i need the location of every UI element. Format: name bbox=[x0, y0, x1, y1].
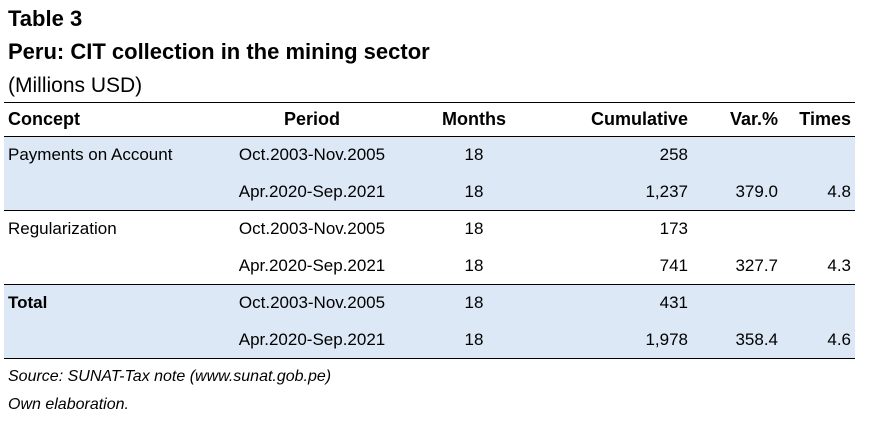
header-concept: Concept bbox=[4, 102, 220, 137]
cell-var: 327.7 bbox=[735, 255, 778, 275]
cell-times: 4.3 bbox=[827, 255, 851, 275]
cell-period: Oct.2003-Nov.2005 bbox=[220, 210, 404, 248]
cell-concept: Regularization bbox=[4, 210, 220, 248]
cell-cumulative: 173 bbox=[544, 210, 692, 248]
header-times: Times bbox=[782, 102, 855, 137]
cell-cumulative: 1,237 bbox=[544, 173, 692, 211]
table-number: Table 3 bbox=[8, 6, 83, 31]
own-elaboration-note: Own elaboration. bbox=[8, 396, 129, 413]
cell-period: Apr.2020-Sep.2021 bbox=[238, 255, 386, 275]
cell-concept bbox=[4, 248, 220, 285]
source-note: Source: SUNAT-Tax note (www.sunat.gob.pe… bbox=[8, 368, 332, 385]
table-row: Apr.2020-Sep.2021 18 1,978 358.4 4.6 bbox=[4, 321, 855, 359]
cell-months: 18 bbox=[404, 136, 544, 174]
cell-var: 379.0 bbox=[692, 173, 782, 211]
cell-times bbox=[782, 136, 855, 174]
cell-cumulative: 1,978 bbox=[544, 321, 692, 359]
table-row: Regularization Oct.2003-Nov.2005 18 173 bbox=[4, 210, 855, 248]
cit-table: Concept Period Months Cumulative Var.% T… bbox=[4, 102, 855, 359]
cell-months: 18 bbox=[404, 173, 544, 211]
cell-months: 18 bbox=[404, 284, 544, 322]
cell-times bbox=[782, 284, 855, 322]
cell-cumulative: 741 bbox=[659, 255, 688, 275]
cell-concept: Payments on Account bbox=[4, 136, 220, 174]
cell-period: Oct.2003-Nov.2005 bbox=[220, 284, 404, 322]
table-title: Peru: CIT collection in the mining secto… bbox=[8, 39, 430, 64]
table-row: Total Oct.2003-Nov.2005 18 431 bbox=[4, 284, 855, 322]
table-row: Apr.2020-Sep.2021 18 1,237 379.0 4.8 bbox=[4, 173, 855, 211]
cell-months: 18 bbox=[464, 255, 484, 275]
cell-period: Apr.2020-Sep.2021 bbox=[220, 321, 404, 359]
cell-cumulative: 431 bbox=[544, 284, 692, 322]
cell-var bbox=[692, 284, 782, 322]
cell-concept bbox=[4, 173, 220, 211]
cell-times: 4.8 bbox=[782, 173, 855, 211]
cell-cumulative: 258 bbox=[544, 136, 692, 174]
header-row: Concept Period Months Cumulative Var.% T… bbox=[4, 102, 855, 137]
cell-var: 358.4 bbox=[692, 321, 782, 359]
header-var: Var.% bbox=[692, 102, 782, 137]
table-row: Payments on Account Oct.2003-Nov.2005 18… bbox=[4, 136, 855, 174]
cell-times bbox=[782, 210, 855, 248]
cell-months: 18 bbox=[404, 321, 544, 359]
cell-var bbox=[692, 136, 782, 174]
cell-period: Apr.2020-Sep.2021 bbox=[220, 173, 404, 211]
header-months: Months bbox=[404, 102, 544, 137]
header-period: Period bbox=[220, 102, 404, 137]
cell-period: Oct.2003-Nov.2005 bbox=[220, 136, 404, 174]
cell-var bbox=[692, 210, 782, 248]
table-row: Apr.2020-Sep.2021 18 741 327.7 4.3 bbox=[4, 248, 855, 285]
header-cumulative: Cumulative bbox=[544, 102, 692, 137]
cell-concept: Total bbox=[4, 284, 220, 322]
cell-times: 4.6 bbox=[782, 321, 855, 359]
cell-concept bbox=[4, 321, 220, 359]
table-unit: (Millions USD) bbox=[8, 74, 143, 97]
cell-months: 18 bbox=[404, 210, 544, 248]
